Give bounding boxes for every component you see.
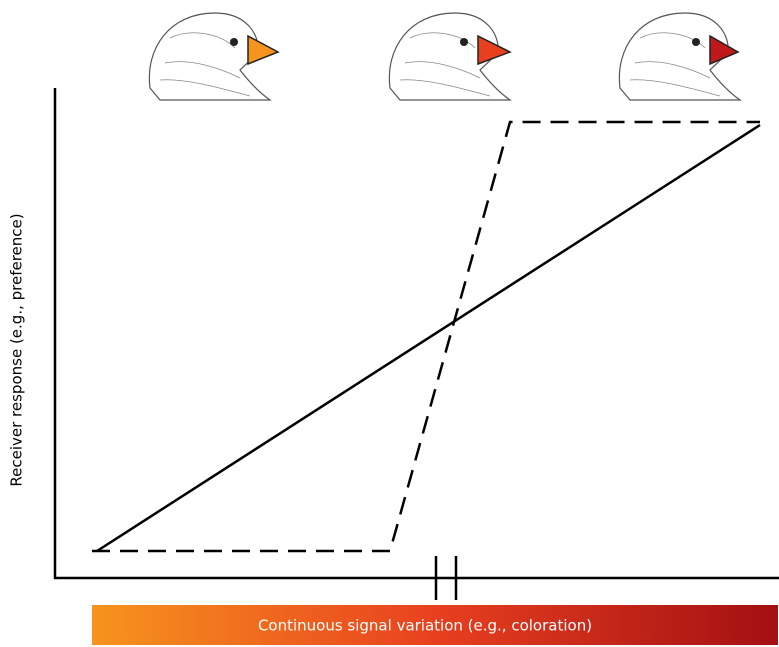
categorical-response-line bbox=[92, 120, 760, 553]
signal-gradient bbox=[92, 605, 778, 645]
bird-red bbox=[618, 12, 742, 101]
x-axis-label: Continuous signal variation (e.g., color… bbox=[258, 617, 592, 635]
graded-response-line bbox=[96, 123, 761, 553]
y-axis-label: Receiver response (e.g., preference) bbox=[8, 213, 26, 486]
bird-orange bbox=[148, 12, 280, 101]
bird-red-orange bbox=[388, 12, 512, 101]
